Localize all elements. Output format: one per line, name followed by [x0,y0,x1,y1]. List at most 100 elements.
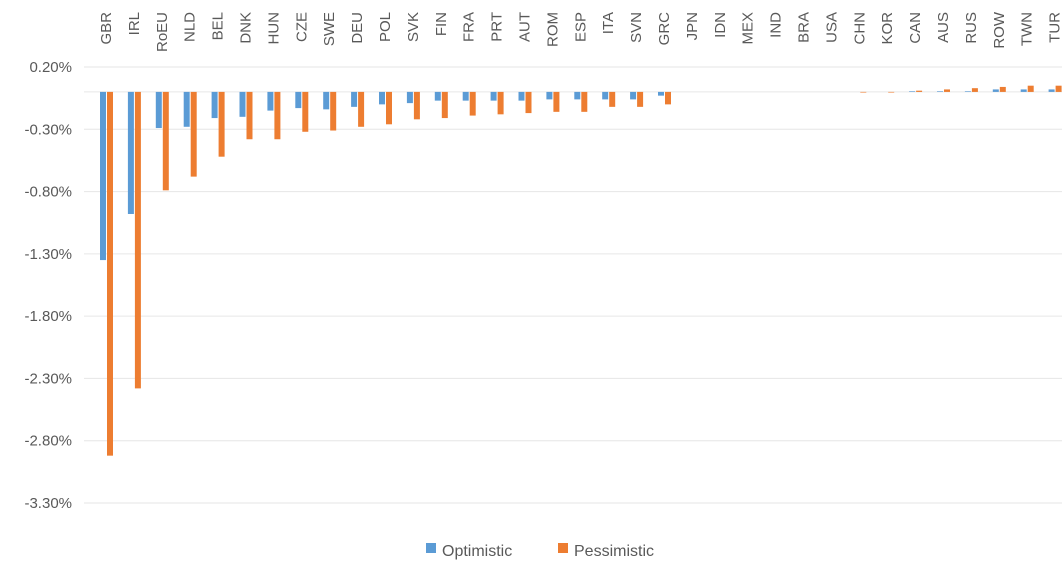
y-tick-label: -2.30% [24,370,72,387]
category-label-dnk: DNK [238,12,255,44]
bar-optimistic-gbr [100,91,106,261]
bar-optimistic-tur [1048,89,1055,92]
legend-swatch-optimistic [426,543,436,553]
category-label-roeu: RoEU [154,12,171,52]
category-label-can: CAN [907,12,924,44]
bar-optimistic-roeu [155,91,162,129]
bar-optimistic-aut [518,91,525,101]
legend-label-optimistic: Optimistic [442,543,512,560]
category-label-svn: SVN [628,12,645,43]
bar-pessimistic-deu [358,91,365,127]
category-label-kor: KOR [879,12,896,45]
bar-pessimistic-svk [413,91,420,120]
category-label-row: ROW [991,11,1008,49]
bar-pessimistic-swe [330,91,337,131]
category-labels: GBR IRL RoEU NLD BEL DNK HUN CZE SWE DEU POL SVK FIN… [98,11,1062,52]
bar-pessimistic-esp [581,91,588,112]
category-label-ind: IND [768,12,785,38]
category-label-nld: NLD [182,12,199,42]
legend: Optimistic Pessimistic [426,543,654,560]
bar-optimistic-row [992,89,999,92]
legend-swatch-pessimistic [558,543,568,553]
bar-optimistic-dnk [239,91,246,117]
bar-optimistic-can [909,91,916,92]
bar-pessimistic-tur [1055,85,1062,92]
bar-optimistic-aus [937,91,943,92]
bar-optimistic-ita [602,91,609,100]
y-axis-tick-labels: 0.20% -0.30% -0.80% -1.30% -1.80% -2.30% -2.80… [24,59,72,512]
bar-optimistic-cze [295,91,302,109]
bar-pessimistic-cze [302,91,309,132]
bar-optimistic-hun [267,91,274,111]
y-tick-label: -0.80% [24,184,72,201]
bar-pessimistic-roeu [162,91,169,191]
category-label-chn: CHN [851,12,868,45]
bar-pessimistic-dnk [246,91,253,140]
bar-pessimistic-fin [441,91,448,119]
category-label-fin: FIN [433,12,450,36]
category-label-gbr: GBR [98,12,115,45]
category-label-swe: SWE [321,12,338,46]
y-tick-label: -1.80% [24,308,72,325]
bar-pessimistic-chn [860,91,867,93]
y-tick-label: -2.80% [24,433,72,450]
bar-optimistic-bel [211,91,218,119]
bar-pessimistic-aus [944,89,950,92]
bar-optimistic-twn [1020,89,1027,92]
bar-optimistic-irl [127,91,134,214]
bar-optimistic-svk [406,91,413,104]
category-label-ita: ITA [600,12,617,34]
legend-label-pessimistic: Pessimistic [574,543,654,560]
category-label-hun: HUN [265,12,282,45]
y-tick-label: -3.30% [24,495,72,512]
y-tick-label: -1.30% [24,246,72,263]
bar-pessimistic-hun [274,91,281,140]
bar-pessimistic-nld [190,91,197,177]
gridlines [84,66,1062,504]
bar-optimistic-fin [434,91,441,101]
category-label-idn: IDN [712,12,729,38]
category-label-deu: DEU [349,12,366,44]
bar-pessimistic-gbr [107,91,113,456]
category-label-cze: CZE [293,12,310,42]
category-label-tur: TUR [1047,12,1062,43]
bar-optimistic-grc [658,91,664,96]
bar-pessimistic-rus [971,88,978,92]
bar-pessimistic-row [999,86,1006,92]
category-label-grc: GRC [656,12,673,46]
category-label-aus: AUS [935,12,952,43]
category-label-rus: RUS [963,12,980,44]
bar-pessimistic-prt [497,91,504,115]
bar-optimistic-fra [462,91,469,101]
bar-pessimistic-rom [553,91,560,112]
category-label-esp: ESP [572,12,589,42]
category-label-twn: TWN [1019,12,1036,46]
y-tick-label: 0.20% [29,59,72,76]
category-label-bel: BEL [210,12,227,40]
bar-pessimistic-aut [525,91,532,114]
bar-optimistic-rus [964,91,971,92]
category-label-bra: BRA [796,12,813,43]
bar-optimistic-svn [630,91,637,100]
bar-optimistic-pol [379,91,385,105]
bar-pessimistic-can [916,90,923,92]
category-label-fra: FRA [461,12,478,42]
category-label-irl: IRL [126,12,143,35]
bar-pessimistic-fra [469,91,476,116]
bar-pessimistic-ita [609,91,616,107]
bar-pessimistic-grc [665,91,671,105]
bar-pessimistic-irl [134,91,141,389]
category-label-mex: MEX [740,12,757,45]
bar-optimistic-esp [574,91,581,100]
category-label-aut: AUT [517,12,534,42]
bar-pessimistic-pol [386,91,392,125]
bar-optimistic-prt [490,91,497,101]
bar-optimistic-deu [351,91,358,107]
bar-pessimistic-svn [637,91,644,107]
category-label-pol: POL [377,12,394,42]
bar-pessimistic-kor [888,91,895,93]
category-label-rom: ROM [544,12,561,47]
bar-pessimistic-twn [1027,85,1034,92]
category-label-svk: SVK [405,12,422,42]
